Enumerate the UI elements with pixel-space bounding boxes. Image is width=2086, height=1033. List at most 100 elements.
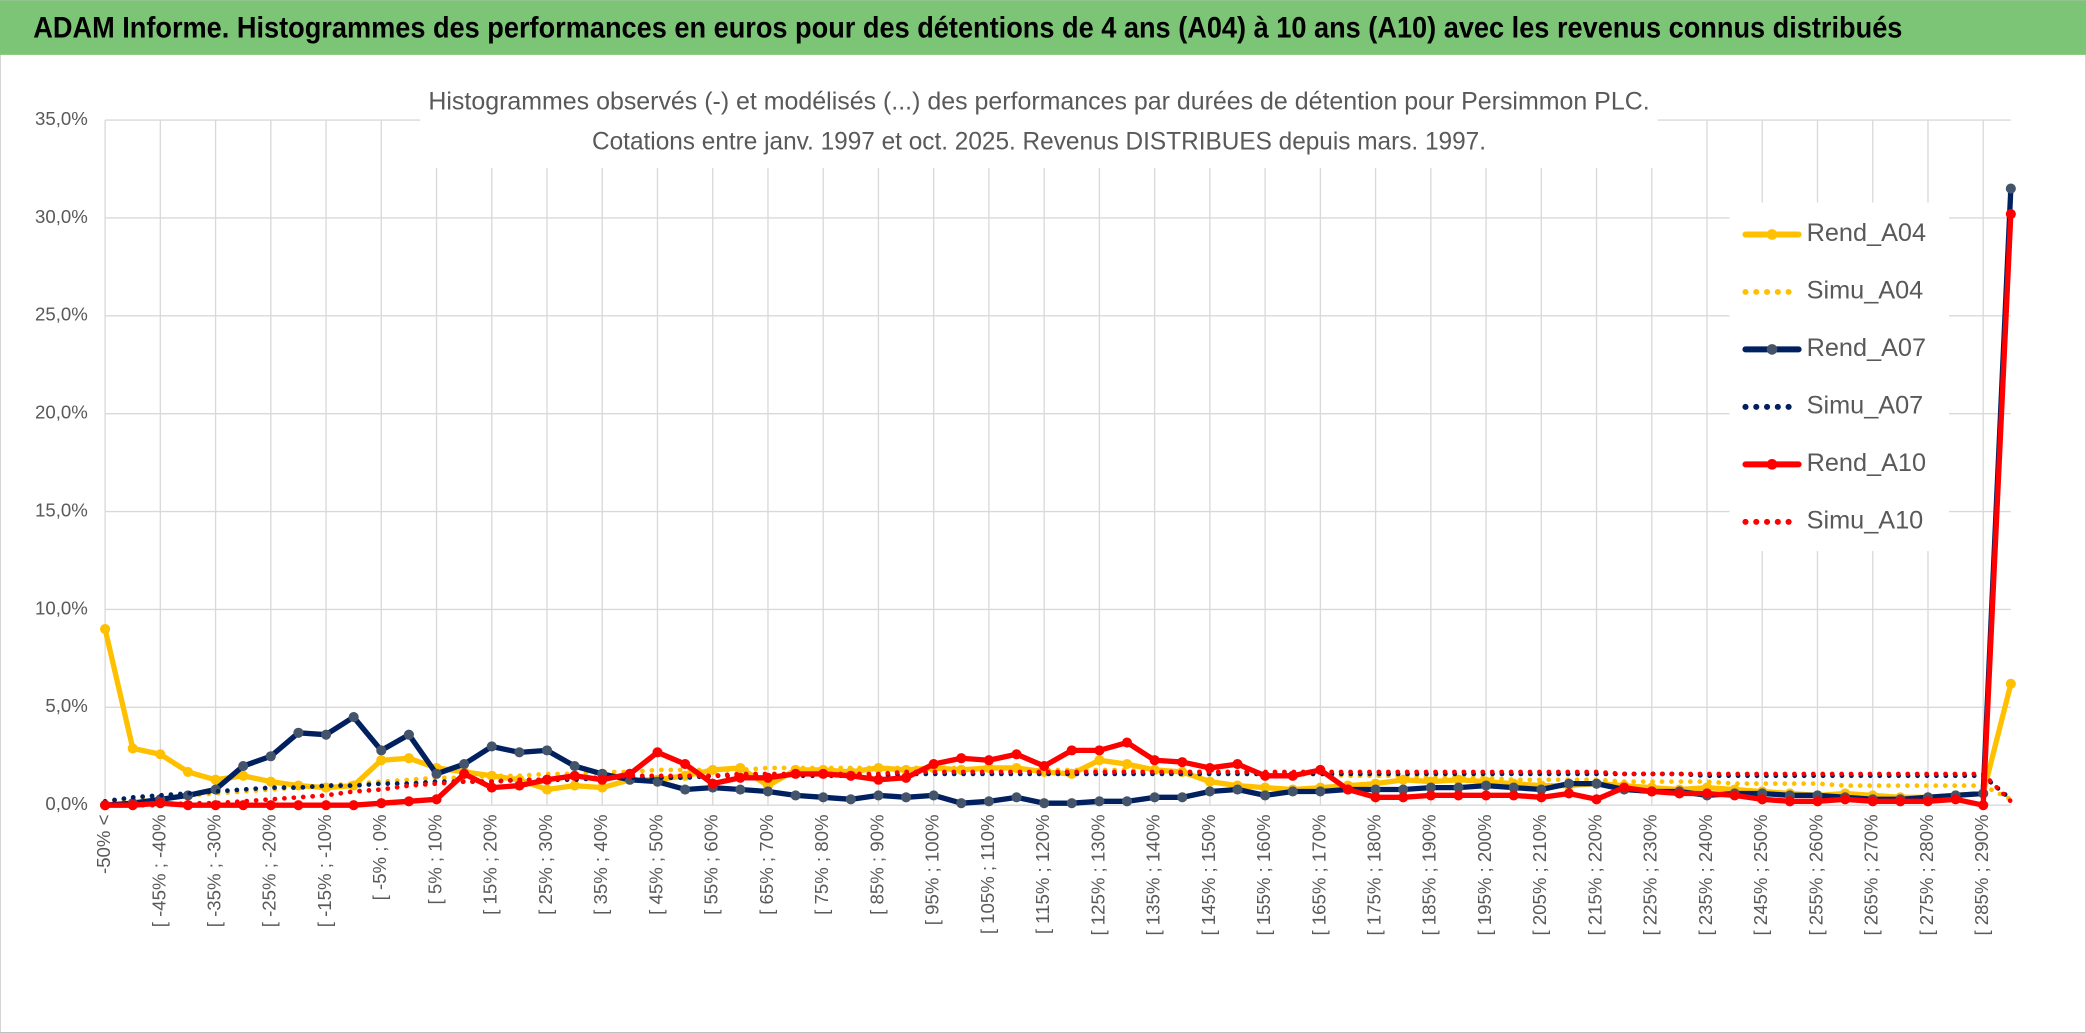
series-marker <box>376 798 387 809</box>
series-marker <box>901 792 912 803</box>
y-tick-label: 0,0% <box>45 793 87 814</box>
series-marker <box>790 790 801 801</box>
series-marker <box>541 745 553 756</box>
series-marker <box>983 796 994 807</box>
series-marker <box>1591 794 1602 805</box>
series-marker <box>928 759 939 770</box>
x-tick-label: [ 245% ; 250% <box>1750 815 1771 936</box>
series-marker <box>1895 796 1906 807</box>
x-tick-label: [ 195% ; 200% <box>1474 815 1495 936</box>
series-marker <box>1370 792 1381 803</box>
legend-label: Rend_A07 <box>1807 334 1926 362</box>
series-marker <box>1066 798 1077 809</box>
x-tick-label: [ 75% ; 80% <box>811 815 832 915</box>
legend-label: Simu_A07 <box>1807 392 1924 420</box>
legend-label: Simu_A10 <box>1807 506 1924 534</box>
series-marker <box>652 747 663 758</box>
series-marker <box>1204 776 1215 787</box>
series-marker <box>873 790 884 801</box>
series-marker <box>1950 794 1961 805</box>
x-tick-label: [ 285% ; 290% <box>1971 815 1992 936</box>
series-marker <box>1508 782 1519 793</box>
series-marker <box>707 764 718 776</box>
x-tick-label: [ 235% ; 240% <box>1695 815 1716 936</box>
x-tick-label: [ 65% ; 70% <box>756 815 777 915</box>
x-tick-label: [ 145% ; 150% <box>1198 815 1219 936</box>
x-tick-label: [ 95% ; 100% <box>922 815 943 926</box>
x-tick-label: [ -35% ; -30% <box>203 815 224 928</box>
y-tick-label: 20,0% <box>35 402 88 423</box>
series-marker <box>155 749 166 760</box>
series-marker <box>1591 778 1602 789</box>
series-marker <box>265 751 276 762</box>
legend-marker <box>1766 229 1778 240</box>
series-marker <box>293 800 304 811</box>
series-marker <box>486 782 497 793</box>
header-bar <box>0 0 2086 55</box>
x-tick-label: [ 85% ; 90% <box>866 815 887 915</box>
series-marker <box>1094 755 1105 766</box>
series-marker <box>1646 786 1657 797</box>
series-marker <box>735 784 746 795</box>
series-marker <box>1398 784 1409 795</box>
series-marker <box>1922 796 1934 807</box>
plot: Rend_A04 Simu_A04 Rend_A07 Simu_A07 Rend_A10… <box>100 183 2016 811</box>
series-marker <box>1011 792 1022 803</box>
series-marker <box>901 772 912 783</box>
legend-label: Rend_A04 <box>1807 219 1926 247</box>
series-marker <box>956 753 967 764</box>
series-marker <box>1177 757 1188 768</box>
legend-marker <box>1766 344 1778 355</box>
series-marker <box>597 782 608 793</box>
series-marker <box>2005 183 2016 194</box>
x-tick-label: [ -15% ; -10% <box>314 815 335 928</box>
x-tick-label: [ -5% ; 0% <box>369 815 390 901</box>
series-marker <box>541 784 553 795</box>
y-tick-label: 30,0% <box>35 206 88 227</box>
series-marker <box>1039 798 1050 809</box>
series-marker <box>928 790 939 801</box>
series-marker <box>1425 782 1436 793</box>
series-marker <box>2005 678 2016 689</box>
series-marker <box>1094 745 1105 756</box>
legend-box <box>1729 202 1949 552</box>
series-marker <box>1978 800 1989 811</box>
x-tick-label: [ 215% ; 220% <box>1584 815 1605 936</box>
series-marker <box>1867 796 1878 807</box>
series-marker <box>293 727 304 738</box>
series-marker <box>1536 792 1547 803</box>
series-marker <box>265 800 276 811</box>
series-marker <box>1481 780 1492 791</box>
chart-title: Histogrammes observés (-) et modélisés (… <box>428 87 1649 115</box>
series-marker <box>1315 786 1326 797</box>
series-marker <box>1674 788 1685 799</box>
legend-label: Simu_A04 <box>1807 277 1924 305</box>
series-marker <box>403 796 414 807</box>
series-marker <box>1260 790 1271 801</box>
chart-subtitle: Cotations entre janv. 1997 et oct. 2025.… <box>592 127 1486 155</box>
subtitle-box <box>420 80 1658 168</box>
series-marker <box>1757 794 1768 805</box>
series-marker <box>486 741 497 752</box>
series-marker <box>348 712 359 723</box>
y-tick-label: 25,0% <box>35 304 88 325</box>
series-marker <box>1094 796 1105 807</box>
series-marker <box>127 743 138 754</box>
x-tick-label: [ 25% ; 30% <box>535 815 556 915</box>
series-marker <box>1453 790 1464 801</box>
series-marker <box>569 760 580 772</box>
series-marker <box>1260 770 1271 781</box>
x-tick-label: [ 255% ; 260% <box>1805 815 1826 936</box>
series-marker <box>431 768 442 779</box>
series-marker <box>1563 778 1574 789</box>
series-marker <box>1370 784 1381 795</box>
x-tick-label: -50% < <box>93 815 114 874</box>
series-marker <box>1121 759 1133 770</box>
x-tick-label: [ 125% ; 130% <box>1087 815 1108 936</box>
x-tick-label: [ 225% ; 230% <box>1640 815 1661 936</box>
series-marker <box>1342 784 1354 795</box>
series-marker <box>983 755 994 766</box>
series-marker <box>1619 782 1630 793</box>
series-marker <box>1812 796 1823 807</box>
